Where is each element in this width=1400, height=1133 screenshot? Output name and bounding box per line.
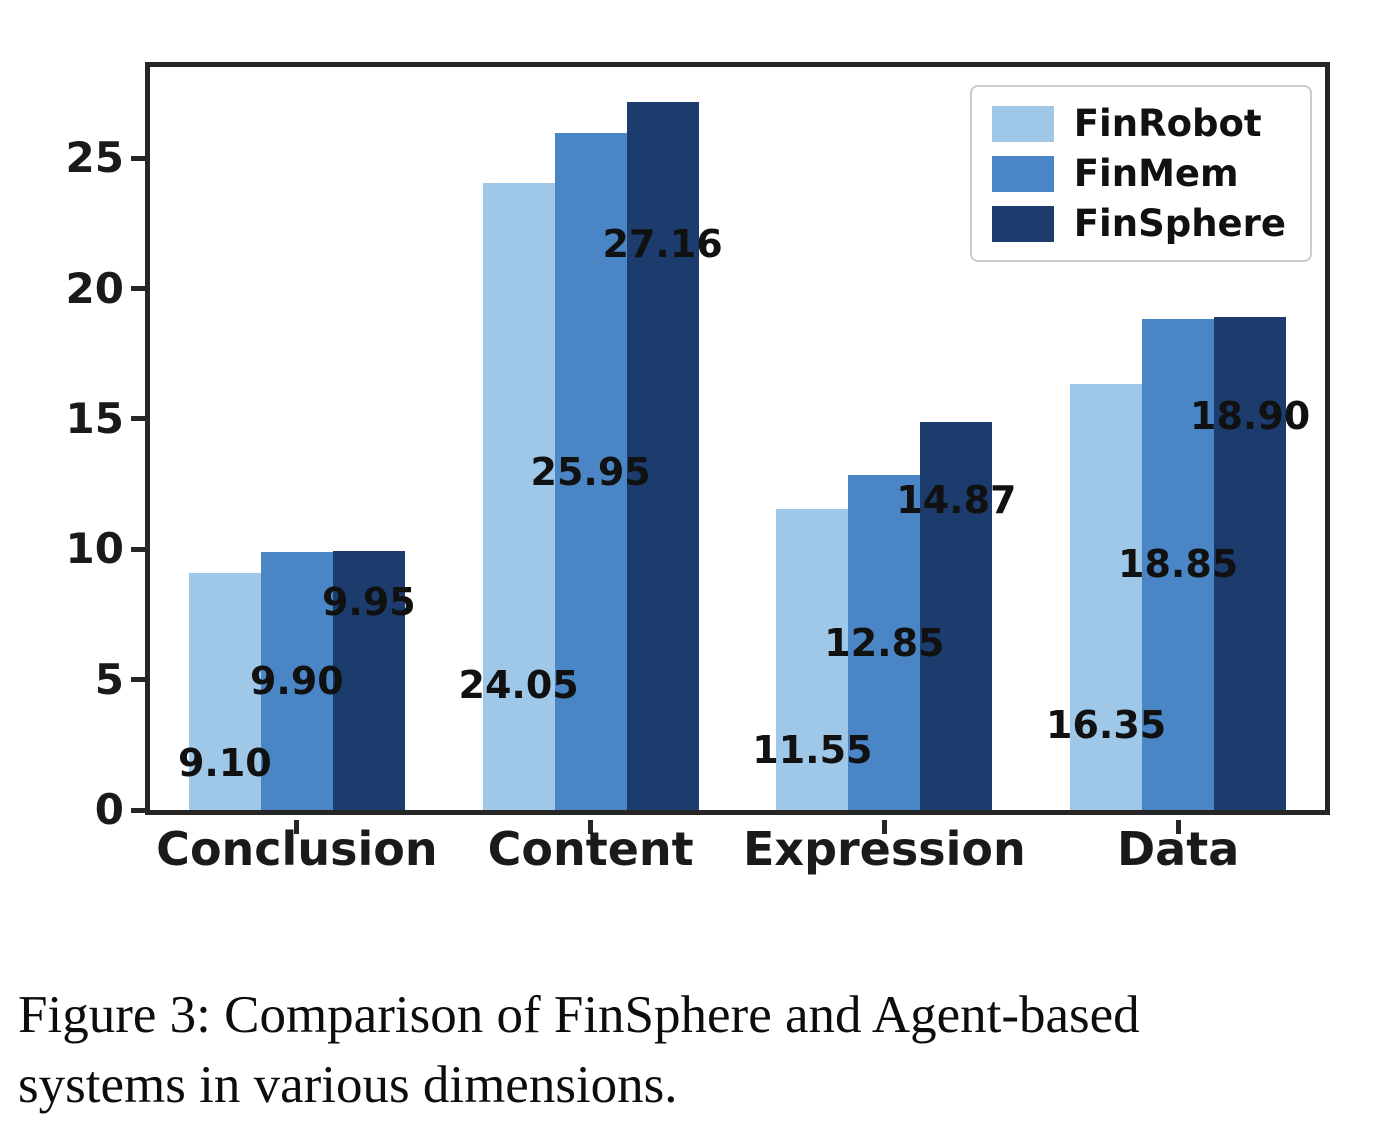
bar-finmem-expression [848, 475, 921, 810]
value-label-finsphere-data: 18.90 [1190, 393, 1311, 438]
value-label-finmem-data: 18.85 [1118, 542, 1239, 587]
legend-label-finmem: FinMem [1073, 152, 1239, 195]
bar-finmem-content [554, 133, 627, 810]
y-axis-tick-label: 15 [65, 393, 124, 443]
value-label-finsphere-expression: 14.87 [896, 477, 1017, 522]
bar-finsphere-content [626, 101, 699, 810]
bar-finrobot-conclusion [188, 572, 261, 810]
value-label-finrobot-expression: 11.55 [752, 727, 873, 772]
y-axis-tick [131, 677, 145, 683]
legend-row-finsphere: FinSphere [991, 202, 1286, 245]
y-axis-tick-label: 20 [65, 263, 124, 313]
bar-finmem-conclusion [260, 551, 333, 810]
value-label-finsphere-conclusion: 9.95 [321, 580, 416, 625]
value-label-finrobot-data: 16.35 [1046, 702, 1167, 747]
y-axis-tick-label: 0 [94, 785, 124, 834]
x-axis-tick [588, 820, 594, 834]
legend-row-finrobot: FinRobot [991, 102, 1286, 145]
value-label-finmem-conclusion: 9.90 [249, 658, 344, 703]
y-axis-tick [131, 286, 145, 292]
bar-finsphere-data [1214, 317, 1287, 810]
bar-finsphere-conclusion [332, 550, 405, 810]
y-axis-tick-label: 10 [65, 524, 124, 574]
legend-swatch-finsphere [991, 205, 1054, 242]
bar-finrobot-expression [776, 508, 849, 810]
x-axis-tick [1175, 820, 1181, 834]
x-axis-tick [294, 820, 300, 834]
y-axis-tick [131, 546, 145, 552]
y-axis-tick-label: 25 [65, 133, 124, 183]
x-axis-category-label: Conclusion [156, 822, 438, 876]
legend-row-finmem: FinMem [991, 152, 1286, 195]
bar-finsphere-expression [920, 422, 993, 810]
legend-label-finrobot: FinRobot [1073, 102, 1262, 145]
x-axis-tick [881, 820, 887, 834]
figure-caption: Figure 3: Comparison of FinSphere and Ag… [18, 980, 1393, 1121]
value-label-finrobot-conclusion: 9.10 [177, 740, 272, 785]
plot-area: 0 5 10 15 20 25 Conclusion 9.10 9.90 9.95 Content 2… [66, 62, 1330, 872]
bar-finrobot-content [482, 183, 555, 810]
x-axis-category-label: Content [487, 822, 694, 876]
value-label-finsphere-content: 27.16 [602, 221, 723, 266]
value-label-finrobot-content: 24.05 [458, 662, 579, 707]
legend-label-finsphere: FinSphere [1073, 202, 1286, 245]
bar-finmem-data [1142, 318, 1215, 810]
value-label-finmem-expression: 12.85 [824, 620, 945, 665]
x-axis-category-label: Expression [742, 822, 1026, 876]
legend-swatch-finrobot [991, 105, 1054, 142]
legend-swatch-finmem [991, 155, 1054, 192]
y-axis-tick-label: 5 [94, 654, 124, 704]
y-axis-tick [131, 155, 145, 161]
y-axis-tick [131, 416, 145, 422]
figure-caption-line2: systems in various dimensions. [18, 1056, 678, 1115]
plot-inner: 0 5 10 15 20 25 Conclusion 9.10 9.90 9.95 Content 2… [66, 67, 1325, 872]
figure-caption-line1: Figure 3: Comparison of FinSphere and Ag… [18, 986, 1140, 1044]
x-axis-category-label: Data [1116, 822, 1240, 876]
legend: FinRobot FinMem FinSphere [969, 85, 1312, 262]
value-label-finmem-content: 25.95 [530, 449, 651, 494]
bar-finrobot-data [1070, 383, 1143, 810]
y-axis-tick [131, 807, 145, 813]
